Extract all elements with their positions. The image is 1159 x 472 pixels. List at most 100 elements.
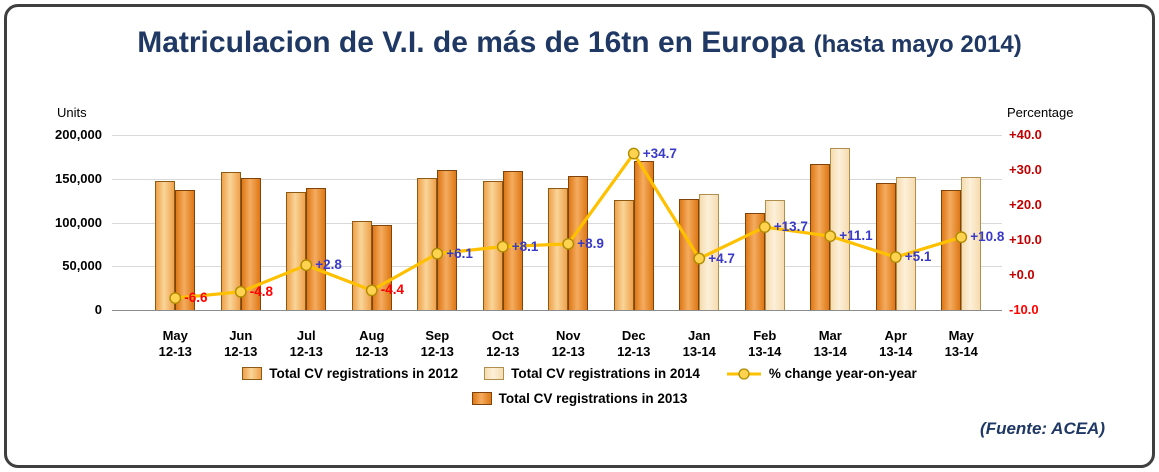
pct-change-data-label: +5.1 [904, 249, 932, 265]
pct-change-line [169, 147, 968, 305]
legend-label: Total CV registrations in 2013 [498, 391, 688, 406]
units-axis-tick-label: 100,000 [55, 214, 102, 230]
pct-change-data-label: +13.7 [773, 219, 808, 235]
line-marker-swatch [726, 367, 761, 380]
h-gridline [112, 178, 1002, 180]
line-marker [431, 247, 444, 260]
category-month: May [948, 328, 974, 343]
chart-title-main: Matriculacion de V.I. de más de 16tn en … [137, 26, 805, 59]
pct-axis-tick-label: -10.0 [1009, 302, 1039, 317]
units-axis-tick-label: 0 [94, 302, 102, 317]
pct-change-data-label: +10.8 [970, 229, 1005, 245]
bar-2013-may [175, 190, 196, 310]
bar-2013-apr [875, 183, 896, 310]
category-month: Apr [884, 328, 907, 343]
legend-row-2: Total CV registrations in 2013 [0, 391, 1159, 406]
line-marker [955, 231, 968, 244]
bar-2014-apr [895, 177, 916, 310]
bar-2012-may [155, 181, 176, 310]
pct-axis-tick-label: +30.0 [1009, 162, 1042, 177]
category-period: 12-13 [617, 344, 651, 359]
category-period: 12-13 [158, 344, 192, 359]
bar-2012-jun [220, 171, 241, 310]
legend-item: % change year-on-year [726, 366, 917, 381]
pct-axis-tick-label: +0.0 [1009, 267, 1035, 282]
legend-label: Total CV registrations in 2012 [269, 366, 459, 381]
pct-change-data-label: -4.8 [249, 283, 274, 299]
category-period: 12-13 [224, 344, 258, 359]
x-axis-category-label: Jun 12-13 [207, 328, 275, 360]
pct-change-data-label: +8.9 [577, 235, 604, 251]
pct-axis-tick-label: +20.0 [1009, 197, 1042, 212]
chart-title: Matriculacion de V.I. de más de 16tn en … [0, 26, 1159, 60]
h-gridline [112, 135, 1002, 136]
right-axis-title: Percentage [1007, 105, 1074, 120]
pct-change-data-label: +11.1 [839, 228, 873, 244]
x-axis-category-label: May 12-13 [141, 328, 209, 360]
x-axis-category-label: Jul 12-13 [272, 328, 340, 360]
pct-change-data-label: +34.7 [642, 145, 677, 161]
category-month: Dec [621, 328, 646, 343]
bar-2013-jul [306, 188, 327, 310]
pct-change-data-label: -4.4 [380, 282, 405, 298]
units-axis-tick-label: 150,000 [55, 170, 102, 186]
legend-item: Total CV registrations in 2013 [471, 391, 688, 406]
line-marker [627, 147, 640, 160]
category-period: 13-14 [682, 344, 716, 359]
bar-2014-jan [699, 193, 720, 310]
bar-2014-may [961, 177, 982, 310]
legend-label: Total CV registrations in 2014 [511, 366, 700, 381]
category-period: 12-13 [289, 344, 323, 359]
source-note: (Fuente: ACEA) [980, 419, 1105, 438]
pct-change-data-label: -6.6 [184, 290, 208, 306]
line-marker [758, 221, 771, 233]
line-marker [300, 259, 313, 272]
category-month: Oct [491, 328, 514, 343]
pct-change-data-label: +2.8 [315, 257, 342, 273]
bar-2013-oct [502, 170, 523, 310]
legend-item: Total CV registrations in 2014 [484, 366, 700, 381]
category-period: 13-14 [879, 344, 913, 359]
line-marker [365, 284, 378, 297]
bar-2013-jun [240, 177, 261, 310]
bar-2012-jul [286, 191, 307, 310]
pct-change-data-label: +8.1 [511, 238, 539, 254]
x-axis-category-label: Aug 12-13 [338, 328, 406, 360]
line-marker [496, 240, 509, 253]
category-period: 12-13 [355, 344, 389, 359]
x-axis-category-label: Apr 13-14 [862, 328, 930, 360]
x-axis-category-label: Nov 12-13 [534, 328, 602, 360]
line-marker [824, 230, 837, 243]
line-marker [562, 237, 575, 250]
units-axis-tick-label: 50,000 [62, 258, 102, 274]
left-axis-title: Units [57, 105, 87, 120]
pct-change-data-label: +4.7 [708, 250, 735, 266]
line-marker [169, 292, 182, 305]
x-axis-category-label: Mar 13-14 [796, 328, 864, 360]
bar-2013-sep [437, 170, 458, 310]
bar-2012-dec [613, 199, 634, 310]
category-month: Jul [296, 328, 316, 343]
category-month: Nov [555, 328, 581, 343]
category-month: Aug [359, 328, 385, 343]
category-month: Mar [818, 328, 842, 343]
x-axis-category-label: Jan 13-14 [665, 328, 733, 360]
legend-row-1: Total CV registrations in 2012 Total CV r… [0, 366, 1159, 381]
legend-swatch-2013 [471, 392, 492, 405]
legend-swatch-2012 [242, 367, 263, 380]
category-month: Feb [753, 328, 777, 343]
units-axis-tick-label: 200,000 [55, 127, 102, 142]
pct-change-data-label: +6.1 [446, 245, 473, 261]
x-axis-category-label: Feb 13-14 [731, 328, 799, 360]
category-period: 13-14 [944, 344, 978, 359]
category-period: 13-14 [813, 344, 847, 359]
bar-2012-sep [417, 177, 438, 310]
bar-2013-feb [744, 212, 765, 310]
line-marker [889, 251, 902, 264]
category-period: 12-13 [420, 344, 454, 359]
category-period: 12-13 [551, 344, 585, 359]
bar-2014-mar [830, 148, 851, 310]
legend-label: % change year-on-year [768, 366, 917, 381]
legend-item: Total CV registrations in 2012 [242, 366, 458, 381]
